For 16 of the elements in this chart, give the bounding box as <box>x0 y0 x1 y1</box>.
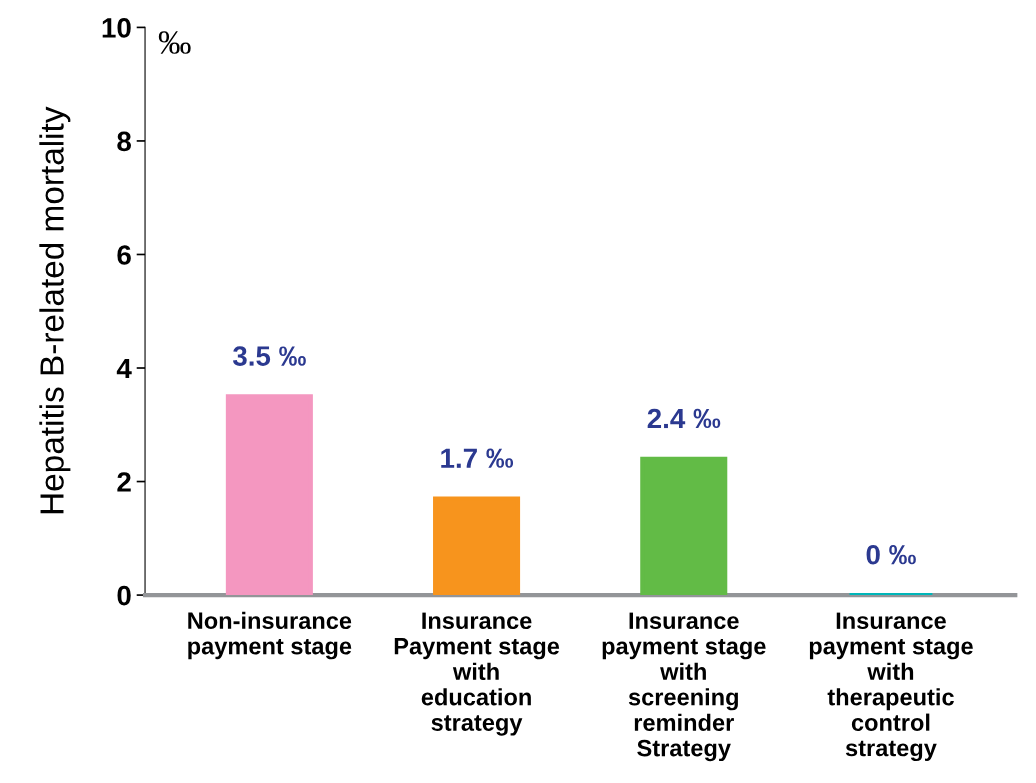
y-tick-label: 8 <box>117 131 131 152</box>
data-label: 0 ‰ <box>866 544 916 565</box>
y-axis-title: Hepatitis B-related mortality <box>39 106 71 514</box>
x-tick-label: Insurance payment stage with screening reminder Strategy <box>602 612 766 762</box>
y-tick-label: 6 <box>117 245 131 265</box>
y-tick-label: 2 <box>117 472 131 492</box>
annotation: ‰ <box>158 31 191 54</box>
y-tick-label: 10 <box>102 18 131 38</box>
y-tick-label: 4 <box>116 358 132 379</box>
y-tick-label: 0 <box>117 585 131 606</box>
data-label: 1.7 ‰ <box>441 448 514 468</box>
data-label: 3.5 ‰ <box>232 346 306 366</box>
data-label: 2.4 ‰ <box>647 408 721 429</box>
x-tick-label: Insurance payment stage with therapeutic control strategy <box>809 612 973 762</box>
x-tick-label: Non-insurance payment stage <box>188 611 352 660</box>
x-tick-label: Insurance Payment stage with education strategy <box>394 612 560 736</box>
